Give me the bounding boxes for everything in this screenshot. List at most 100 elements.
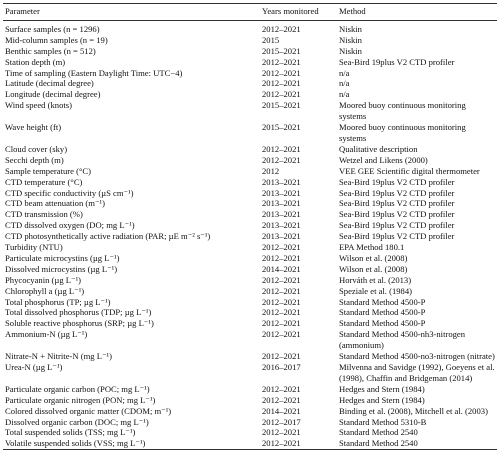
table-row: Particulate organic carbon (POC; mg L⁻¹)… xyxy=(3,384,497,395)
years-cell: 2014–2021 xyxy=(262,405,301,416)
years-cell: 2012–2021 xyxy=(262,89,301,100)
years-cell: 2013–2021 xyxy=(262,187,301,198)
years-cell: 2013–2021 xyxy=(262,198,301,209)
method-cell: Niskin xyxy=(339,45,362,56)
parameter-cell: CTD specific conductivity (µS cm⁻¹) xyxy=(5,187,134,198)
method-cell: VEE GEE Scientific digital thermometer xyxy=(339,165,480,176)
years-cell: 2012–2021 xyxy=(262,427,301,438)
years-cell: 2015–2021 xyxy=(262,45,301,56)
table-row: CTD dissolved oxygen (DO; mg L⁻¹) 2013–20… xyxy=(3,220,497,231)
parameter-cell: Cloud cover (sky) xyxy=(5,143,68,154)
method-cell: Wilson et al. (2008) xyxy=(339,263,408,274)
table-row: Dissolved microcystins (µg L⁻¹) 2014–2021… xyxy=(3,264,497,275)
parameter-cell: Latitude (decimal degree) xyxy=(5,78,94,89)
table-row: Cloud cover (sky) 2012–2021 Qualitative de… xyxy=(3,144,497,155)
parameter-cell: Longitude (decimal degree) xyxy=(5,89,101,100)
parameter-cell: Urea-N (µg L⁻¹) xyxy=(5,362,63,372)
method-cell: Standard Method 4500-P xyxy=(339,318,426,329)
parameter-cell: Secchi depth (m) xyxy=(5,154,64,165)
parameter-cell: CTD transmission (%) xyxy=(5,209,83,220)
table-row: CTD specific conductivity (µS cm⁻¹) 2013–… xyxy=(3,188,497,199)
method-cell: Standard Method 5310-B xyxy=(339,416,427,427)
years-cell: 2012–2021 xyxy=(262,329,301,340)
header-cell: Years monitored xyxy=(262,6,319,16)
years-cell: 2012–2017 xyxy=(262,416,301,427)
method-cell: Sea-Bird 19plus V2 CTD profiler xyxy=(339,220,455,231)
years-cell: 2012–2021 xyxy=(262,438,301,449)
years-cell: 2012–2021 xyxy=(262,23,301,34)
method-cell: Standard Method 4500-no3-nitrogen (nitra… xyxy=(339,351,495,362)
method-cell: Standard Method 4500-P xyxy=(339,307,426,318)
method-cell: Speziale et al. (1984) xyxy=(339,285,413,296)
table-row: Longitude (decimal degree) 2012–2021 n/a xyxy=(3,89,497,100)
years-cell: 2016–2017 xyxy=(262,362,301,372)
parameter-cell: Phycocyanin (µg L⁻¹) xyxy=(5,274,82,285)
table-row: CTD temperature (°C) 2013–2021 Sea-Bird 19… xyxy=(3,177,497,188)
table-row: Benthic samples (n = 512) 2015–2021 Niskin xyxy=(3,46,497,57)
method-cell: EPA Method 180.1 xyxy=(339,242,405,253)
years-cell: 2012–2021 xyxy=(262,154,301,165)
parameter-cell: Total phosphorus (TP; µg L⁻¹) xyxy=(5,296,111,307)
method-cell: Hedges and Stern (1984) xyxy=(339,394,425,405)
method-cell: Wilson et al. (2008) xyxy=(339,252,408,263)
table-row: Time of sampling (Eastern Daylight Time:… xyxy=(3,68,497,79)
table-row: Surface samples (n = 1296) 2012–2021 Niski… xyxy=(3,20,497,34)
method-cell: Niskin xyxy=(339,34,362,45)
table-row: Sample temperature (°C) 2012 VEE GEE Scien… xyxy=(3,166,497,177)
years-cell: 2013–2021 xyxy=(262,209,301,220)
header-cell: Parameter xyxy=(5,6,40,16)
parameter-cell: Colored dissolved organic matter (CDOM; … xyxy=(5,405,172,416)
parameter-cell: CTD temperature (°C) xyxy=(5,176,83,187)
table-row: Soluble reactive phosphorus (SRP; µg L⁻¹… xyxy=(3,318,497,329)
method-cell: Standard Method 4500-P xyxy=(339,296,426,307)
parameter-cell: Surface samples (n = 1296) xyxy=(5,23,100,34)
parameter-cell: Turbidity (NTU) xyxy=(5,242,63,253)
parameter-cell: Dissolved microcystins (µg L⁻¹) xyxy=(5,263,118,274)
years-cell: 2012–2021 xyxy=(262,242,301,253)
years-cell: 2012 xyxy=(262,165,280,176)
table-row: Colored dissolved organic matter (CDOM; … xyxy=(3,406,497,417)
table-row: Volatile suspended solids (VSS; mg L⁻¹) 2… xyxy=(3,438,497,450)
table-row: CTD beam attenuation (m⁻¹) 2013–2021 Sea-B… xyxy=(3,198,497,209)
method-cell: Sea-Bird 19plus V2 CTD profiler xyxy=(339,209,455,220)
years-cell: 2012–2021 xyxy=(262,285,301,296)
parameter-cell: Time of sampling (Eastern Daylight Time:… xyxy=(5,67,183,78)
method-cell: Sea-Bird 19plus V2 CTD profiler xyxy=(339,56,455,67)
parameter-cell: Benthic samples (n = 512) xyxy=(5,45,96,56)
method-cell: n/a xyxy=(339,78,350,89)
parameter-cell: Nitrate-N + Nitrite-N (mg L⁻¹) xyxy=(5,351,112,362)
years-cell: 2013–2021 xyxy=(262,231,301,242)
method-cell: Hedges and Stern (1984) xyxy=(339,383,425,394)
table-row: Urea-N (µg L⁻¹) 2016–2017 Milvenna and Sav… xyxy=(3,362,497,384)
table-row: Wave height (ft) 2015–2021 Moored buoy con… xyxy=(3,122,497,144)
years-cell: 2013–2021 xyxy=(262,176,301,187)
table-body: Surface samples (n = 1296) 2012–2021 Niski… xyxy=(3,20,497,450)
parameter-cell: Sample temperature (°C) xyxy=(5,165,92,176)
table-row: Nitrate-N + Nitrite-N (mg L⁻¹) 2012–2021 S… xyxy=(3,351,497,362)
header-cell: Method xyxy=(339,6,366,16)
method-cell: Moored buoy continuous monitoring system… xyxy=(339,122,466,143)
table-row: Phycocyanin (µg L⁻¹) 2012–2021 Horváth et … xyxy=(3,275,497,286)
table-row: Mid-column samples (n = 19) 2015 Niskin xyxy=(3,35,497,46)
table-row: Wind speed (knots) 2015–2021 Moored buoy c… xyxy=(3,100,497,122)
method-cell: Qualitative description xyxy=(339,143,418,154)
method-cell: Standard Method 2540 xyxy=(339,438,418,449)
method-cell: Binding et al. (2008), Mitchell et al. (… xyxy=(339,405,488,416)
years-cell: 2012–2021 xyxy=(262,252,301,263)
parameter-cell: Total suspended solids (TSS; mg L⁻¹) xyxy=(5,427,136,438)
years-cell: 2012–2021 xyxy=(262,78,301,89)
table-row: Total dissolved phosphorus (TDP; µg L⁻¹)… xyxy=(3,307,497,318)
years-cell: 2012–2021 xyxy=(262,318,301,329)
table-row: Dissolved organic carbon (DOC; mg L⁻¹) 20… xyxy=(3,417,497,428)
method-cell: Wetzel and Likens (2000) xyxy=(339,154,428,165)
method-cell: Sea-Bird 19plus V2 CTD profiler xyxy=(339,198,455,209)
parameter-cell: Volatile suspended solids (VSS; mg L⁻¹) xyxy=(5,438,146,449)
table-row: Turbidity (NTU) 2012–2021 EPA Method 180.1 xyxy=(3,242,497,253)
method-cell: Milvenna and Savidge (1992), Goeyens et … xyxy=(339,362,495,383)
years-cell: 2013–2021 xyxy=(262,220,301,231)
table-row: Total suspended solids (TSS; mg L⁻¹) 2012… xyxy=(3,427,497,438)
parameter-cell: Total dissolved phosphorus (TDP; µg L⁻¹) xyxy=(5,307,152,318)
parameter-cell: Ammonium-N (µg L⁻¹) xyxy=(5,329,88,340)
parameter-cell: Particulate organic carbon (POC; mg L⁻¹) xyxy=(5,383,150,394)
years-cell: 2012–2021 xyxy=(262,383,301,394)
